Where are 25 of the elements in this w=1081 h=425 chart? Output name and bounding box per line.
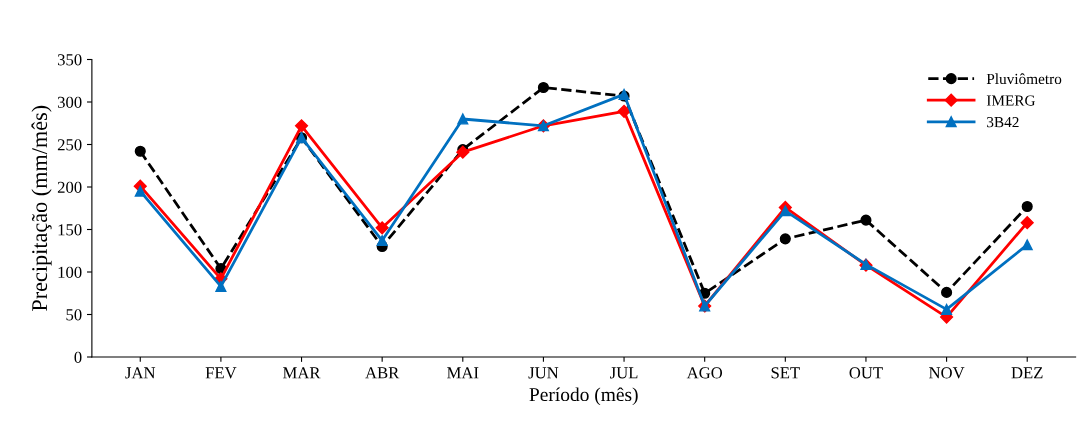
x-tick-label: NOV <box>929 367 965 379</box>
y-tick-label: 350 <box>57 54 82 66</box>
legend-label: Pluviômetro <box>986 73 1062 85</box>
x-tick-label: ABR <box>365 367 400 379</box>
x-tick-label: AGO <box>686 367 723 379</box>
legend-label: 3B42 <box>987 117 1019 128</box>
y-tick-label: 0 <box>74 351 82 363</box>
legend-label: IMERG <box>986 95 1036 106</box>
y-axis-title: Precipitação (mm/mês) <box>31 105 52 311</box>
x-tick-label: MAI <box>447 367 479 379</box>
x-axis-title: Período (mês) <box>529 387 638 406</box>
y-tick-label: 50 <box>66 309 82 321</box>
y-tick-label: 150 <box>58 224 82 236</box>
x-tick-label: FEV <box>205 367 237 379</box>
y-tick-label: 250 <box>57 139 82 151</box>
x-tick-label: JUL <box>610 367 638 379</box>
x-tick-label: SET <box>771 367 800 379</box>
x-tick-label: JAN <box>125 367 156 379</box>
y-tick-label: 200 <box>57 181 82 193</box>
x-tick-label: DEZ <box>1011 367 1043 379</box>
x-tick-label: JUN <box>528 367 559 379</box>
y-tick-label: 100 <box>58 266 82 278</box>
y-tick-label: 300 <box>57 96 82 108</box>
x-tick-label: MAR <box>283 367 321 379</box>
x-tick-label: OUT <box>849 367 883 379</box>
